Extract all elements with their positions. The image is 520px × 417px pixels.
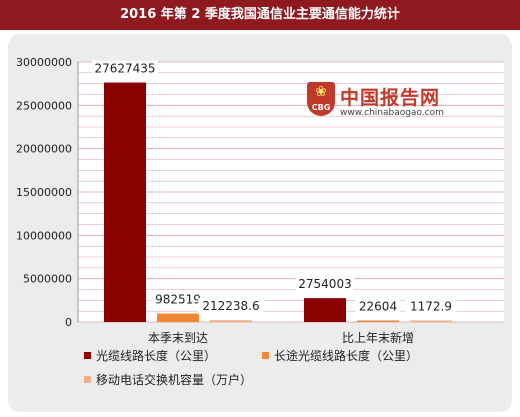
brand-url: www.chinabaogao.com <box>340 108 444 118</box>
data-label-bg <box>295 276 355 293</box>
legend-item-series-3: 移动电话交换机容量（万户） <box>84 371 252 388</box>
bar-3-2 <box>410 320 452 322</box>
data-label: 22604 <box>359 300 397 314</box>
x-category-label: 本季末到达 <box>148 331 208 345</box>
bar-1-1 <box>104 82 146 323</box>
legend-item-series-1: 光缆线路长度（公里） <box>84 347 216 364</box>
legend-swatch-series-1 <box>84 352 91 359</box>
x-category-label: 比上年末新增 <box>342 330 414 345</box>
y-tick-label: 10000000 <box>16 229 72 242</box>
data-label-bg <box>405 298 457 315</box>
y-tick-label: 25000000 <box>16 99 72 112</box>
legend-item-series-2: 长途光缆线路长度（公里） <box>262 347 418 364</box>
data-label-bg <box>152 291 204 308</box>
rooster-icon: ❀ <box>315 84 327 100</box>
legend-label-series-3: 移动电话交换机容量（万户） <box>96 373 253 387</box>
brand-badge-text: CBG <box>311 103 331 112</box>
y-tick-label: 15000000 <box>16 186 72 199</box>
chart-legend: 光缆线路长度（公里） 长途光缆线路长度（公里） 移动电话交换机容量（万户） <box>84 345 504 407</box>
bar-1-2 <box>304 298 346 322</box>
y-tick-label: 5000000 <box>23 273 72 286</box>
brand-badge-icon: ❀ CBG <box>307 82 335 116</box>
chart-title: 2016 年第 2 季度我国通信业主要通信能力统计 <box>0 0 520 30</box>
data-label-bg <box>198 298 264 315</box>
brand-name: 中国报告网 <box>340 87 441 109</box>
legend-swatch-series-2 <box>262 352 269 359</box>
data-label: 27627435 <box>94 62 155 76</box>
data-label: 1172.9 <box>410 300 452 314</box>
data-label: 2754003 <box>298 277 351 291</box>
y-tick-label: 0 <box>65 316 72 329</box>
y-tick-label: 20000000 <box>16 143 72 156</box>
data-label-bg <box>356 298 400 315</box>
data-label: 212238.6 <box>202 299 259 313</box>
legend-label-series-2: 长途光缆线路长度（公里） <box>274 349 419 363</box>
y-tick-label: 30000000 <box>16 56 72 69</box>
data-label-bg <box>92 60 158 77</box>
data-label: 982519 <box>155 292 201 306</box>
legend-label-series-1: 光缆线路长度（公里） <box>96 349 217 363</box>
bar-2-1 <box>157 313 199 322</box>
brand-logo: ❀ CBG 中国报告网 www.chinabaogao.com <box>307 82 457 122</box>
bar-2-2 <box>357 320 399 322</box>
legend-swatch-series-3 <box>84 376 91 383</box>
bar-3-1 <box>210 320 252 322</box>
